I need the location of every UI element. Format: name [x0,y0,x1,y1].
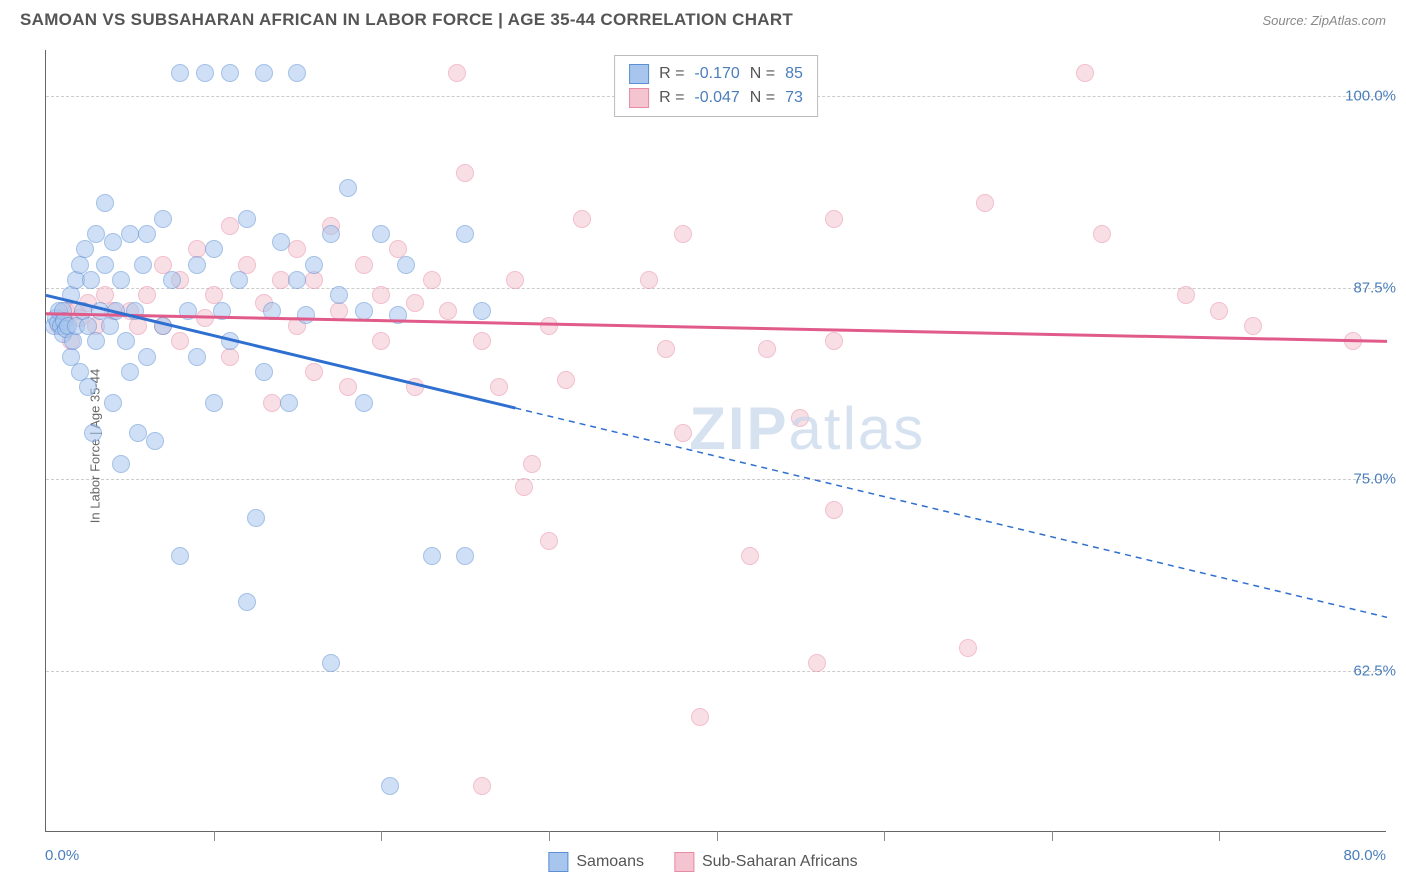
samoans-swatch [629,64,649,84]
chart-plot-area: ZIPatlas R = -0.170 N = 85 R = -0.047 N … [45,50,1386,832]
series-legend: Samoans Sub-Saharan Africans [548,852,857,872]
subsaharan-swatch [629,88,649,108]
x-axis-min-label: 0.0% [45,847,79,864]
subsaharan-r-value: -0.047 [694,89,739,107]
source-attribution: Source: ZipAtlas.com [1262,13,1386,28]
chart-title: SAMOAN VS SUBSAHARAN AFRICAN IN LABOR FO… [20,10,793,30]
subsaharan-legend-swatch [674,852,694,872]
samoans-legend-swatch [548,852,568,872]
regression-lines [46,50,1387,832]
samoans-r-value: -0.170 [694,65,739,83]
subsaharan-legend-label: Sub-Saharan Africans [702,853,858,871]
samoans-legend-label: Samoans [576,853,644,871]
x-axis-max-label: 80.0% [1343,847,1386,864]
samoans-n-value: 85 [785,65,803,83]
subsaharan-n-value: 73 [785,89,803,107]
correlation-legend: R = -0.170 N = 85 R = -0.047 N = 73 [614,55,818,117]
